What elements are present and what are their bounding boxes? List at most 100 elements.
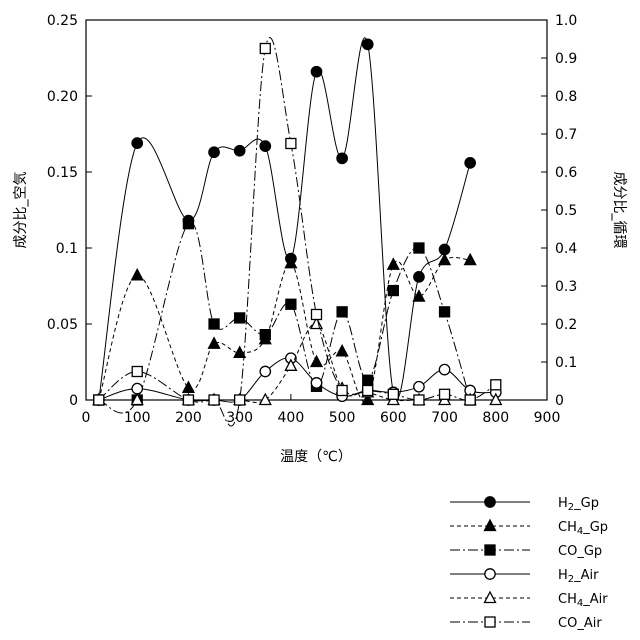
data-point-co-gp [286,299,296,309]
left-axis-title: 成分比_空気 [13,172,29,249]
data-point-h2-gp [209,147,219,157]
data-point-h2-gp [414,272,424,282]
series-line-h2-air [99,358,496,402]
x-axis-title: 温度（℃） [280,449,352,465]
data-point-co-air [363,386,373,396]
data-point-co-gp [260,330,270,340]
legend-marker-co-gp [485,545,495,555]
left-axis-ticks: 00.050.10.150.200.25 [47,13,92,409]
x-tick-label: 800 [482,410,509,426]
left-tick-label: 0.15 [47,165,78,181]
data-point-co-gp [337,307,347,317]
x-tick-label: 500 [329,410,356,426]
right-tick-label: 0 [555,393,564,409]
left-tick-label: 0.05 [47,317,78,333]
right-axis-title: 成分比_循環 [611,172,627,249]
data-point-ch4-gp [209,338,220,349]
x-tick-label: 100 [124,410,151,426]
legend: H2_Gp CH4_Gp CO_Gp H2_Air CH4_Air CO_Air [450,496,608,631]
data-point-ch4-gp [183,382,194,393]
left-tick-label: 0.20 [47,89,78,105]
x-tick-label: 900 [534,410,561,426]
right-tick-label: 0.6 [555,165,577,181]
data-point-co-gp [440,307,450,317]
data-point-h2-gp [465,158,475,168]
data-point-co-air [312,310,322,320]
right-tick-label: 0.4 [555,241,577,257]
data-point-co-air [414,395,424,405]
data-point-h2-gp [363,39,373,49]
right-tick-label: 0.5 [555,203,577,219]
legend-marker-ch4-gp [485,520,496,531]
data-point-co-air [337,386,347,396]
x-tick-label: 700 [431,410,458,426]
data-point-co-air [260,44,270,54]
data-point-h2-air [260,366,270,376]
x-axis-ticks: 0 100 200 300 400 500 600 700 800 900 [82,394,561,426]
data-point-co-air [465,395,475,405]
x-tick-label: 600 [380,410,407,426]
data-point-co-air [94,395,104,405]
legend-label-co-gp: CO_Gp [558,544,602,559]
series-layer [93,38,501,426]
data-point-h2-gp [337,153,347,163]
data-point-h2-gp [234,146,244,156]
data-point-co-air [286,139,296,149]
series-line-ch4-air [99,324,496,403]
right-tick-label: 0.2 [555,317,577,333]
legend-label-ch4-gp: CH4_Gp [558,520,608,537]
right-tick-label: 0.3 [555,279,577,295]
data-point-co-gp [363,375,373,385]
right-tick-label: 0.1 [555,355,577,371]
data-point-h2-air [414,382,424,392]
legend-marker-h2-air [485,569,495,579]
series-line-co-air [99,38,496,426]
x-tick-label: 200 [175,410,202,426]
data-point-co-gp [388,286,398,296]
legend-item-ch4-gp: CH4_Gp [450,520,608,537]
x-tick-label: 0 [82,410,91,426]
legend-label-h2-air: H2_Air [558,568,599,585]
data-point-co-air [132,367,142,377]
data-point-ch4-gp [388,259,399,270]
data-point-ch4-air [260,394,271,405]
legend-item-h2-air: H2_Air [450,568,599,585]
data-point-co-air [491,380,501,390]
legend-marker-h2-gp [485,497,495,507]
legend-item-ch4-air: CH4_Air [450,592,608,609]
left-tick-label: 0 [69,393,78,409]
right-tick-label: 0.9 [555,51,577,67]
legend-label-co-air: CO_Air [558,616,602,631]
legend-marker-ch4-air [485,592,496,603]
legend-label-h2-gp: H2_Gp [558,496,599,513]
right-tick-label: 0.8 [555,89,577,105]
legend-label-ch4-air: CH4_Air [558,592,608,609]
data-point-ch4-gp [132,269,143,280]
data-point-h2-gp [260,141,270,151]
data-point-co-gp [183,219,193,229]
right-tick-label: 0.7 [555,127,577,143]
data-point-h2-air [132,383,142,393]
data-point-co-air [209,395,219,405]
legend-item-co-air: CO_Air [450,616,602,631]
data-point-co-air [388,389,398,399]
legend-marker-co-air [485,617,495,627]
series-line-h2-gp [99,38,470,400]
data-point-co-gp [209,319,219,329]
data-point-h2-gp [132,138,142,148]
data-point-co-gp [235,313,245,323]
data-point-h2-gp [311,66,321,76]
x-tick-label: 400 [278,410,305,426]
legend-item-h2-gp: H2_Gp [450,496,599,513]
legend-item-co-gp: CO_Gp [450,544,602,559]
left-tick-label: 0.1 [56,241,78,257]
data-point-co-air [183,395,193,405]
data-point-ch4-gp [337,345,348,356]
data-point-co-air [235,395,245,405]
data-point-h2-air [311,378,321,388]
data-point-ch4-gp [311,356,322,367]
data-point-h2-air [439,364,449,374]
data-point-co-air [440,389,450,399]
right-tick-label: 1.0 [555,13,577,29]
x-tick-label: 300 [226,410,253,426]
